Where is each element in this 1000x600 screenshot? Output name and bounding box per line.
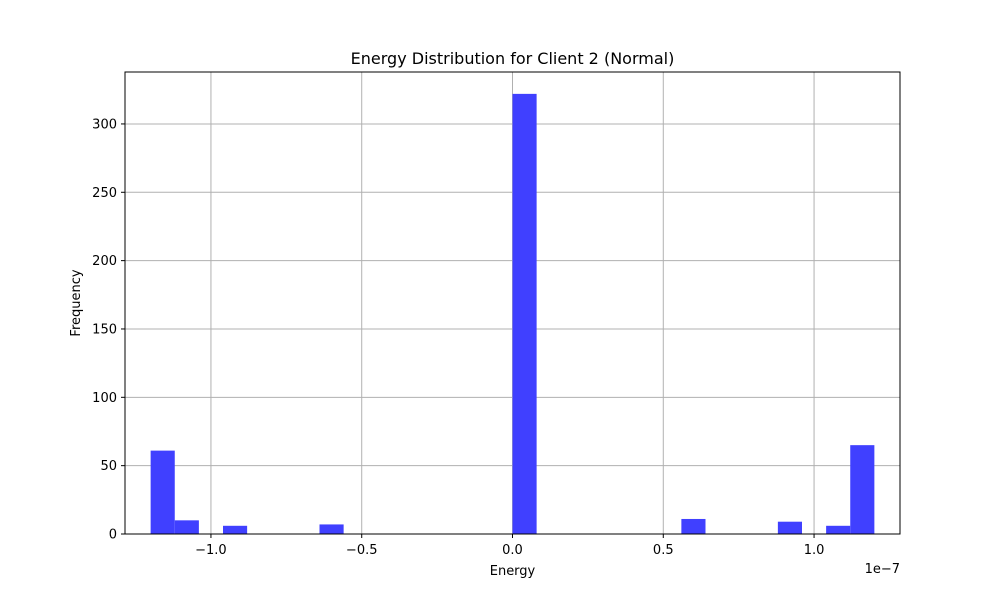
histogram-bar xyxy=(174,520,199,534)
x-tick-label: −1.0 xyxy=(195,543,227,558)
histogram-bar xyxy=(681,518,706,534)
y-tick-label: 200 xyxy=(92,254,117,269)
x-axis-offset-label: 1e−7 xyxy=(865,562,900,577)
y-axis-label: Frequency xyxy=(69,269,84,336)
histogram-bar xyxy=(850,445,875,534)
y-tick-label: 250 xyxy=(92,186,117,201)
x-tick-label: 1.0 xyxy=(804,543,825,558)
y-tick-label: 50 xyxy=(100,459,117,474)
bars-group xyxy=(150,93,875,535)
y-tick-label: 150 xyxy=(92,322,117,337)
x-axis-label: Energy xyxy=(490,564,536,579)
histogram-bar xyxy=(777,521,802,534)
x-tick-label: 0.5 xyxy=(653,543,674,558)
histogram-bar xyxy=(223,525,248,534)
y-tick-label: 300 xyxy=(92,117,117,132)
chart-title: Energy Distribution for Client 2 (Normal… xyxy=(351,49,675,68)
histogram-bar xyxy=(319,524,344,534)
y-tick-label: 100 xyxy=(92,391,117,406)
histogram-bar xyxy=(826,525,851,534)
histogram-bar xyxy=(512,93,537,535)
y-tick-label: 0 xyxy=(109,528,117,543)
histogram-bar xyxy=(150,450,175,534)
x-tick-label: −0.5 xyxy=(346,543,378,558)
x-tick-label: 0.0 xyxy=(502,543,523,558)
axis-ticks: −1.0 −0.5 0.0 0.5 1.0 0 50 100 150 200 250 300 xyxy=(92,117,824,558)
